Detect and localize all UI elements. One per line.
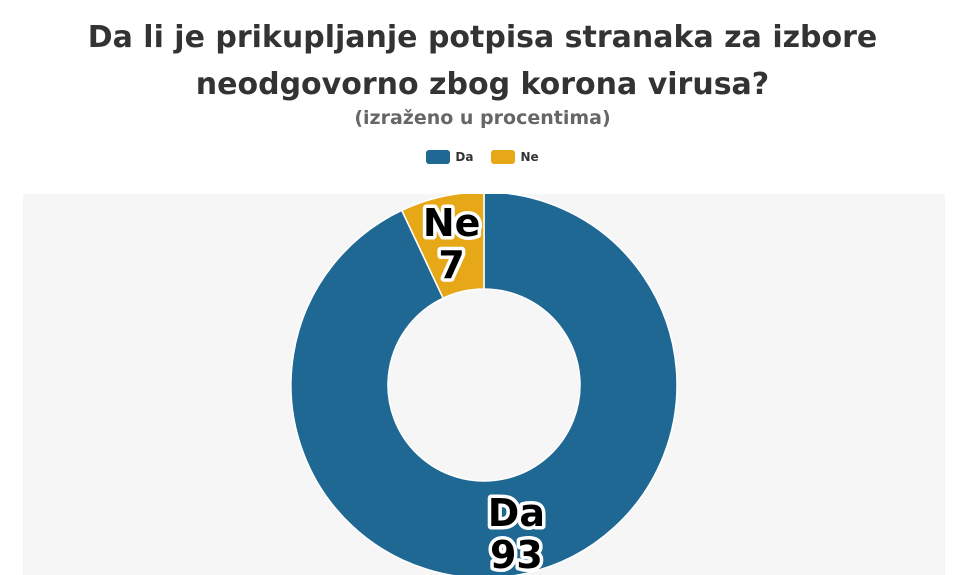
legend-label-da: Da xyxy=(455,150,474,164)
chart-title-line-1: Da li je prikupljanje potpisa stranaka z… xyxy=(87,20,878,55)
chart-subtitle: (izraženo u procentima) xyxy=(354,107,611,129)
legend-label-ne: Ne xyxy=(520,150,539,164)
slice-label-name-da: Da xyxy=(488,491,545,535)
chart-title-line-2: neodgovorno zbog korona virusa? xyxy=(195,67,770,102)
legend-swatch-da xyxy=(426,150,451,164)
legend-item-da[interactable]: Da xyxy=(426,150,473,164)
chart-legend: Da Ne xyxy=(0,150,965,164)
slice-ne[interactable] xyxy=(400,194,485,300)
slice-da[interactable] xyxy=(290,194,678,575)
legend-swatch-ne xyxy=(491,150,516,164)
slice-label-ne: Ne7 xyxy=(419,198,484,291)
chart-title: Da li je prikupljanje potpisa stranaka z… xyxy=(0,14,965,108)
plot-area: Da 93 Ne 7 xyxy=(23,194,945,575)
slice-label-value-da: 93 xyxy=(490,533,543,575)
legend-item-ne[interactable]: Ne xyxy=(491,150,539,164)
slice-label-name-ne: Ne xyxy=(423,201,481,245)
slice-label-value-ne: 7 xyxy=(438,243,464,287)
